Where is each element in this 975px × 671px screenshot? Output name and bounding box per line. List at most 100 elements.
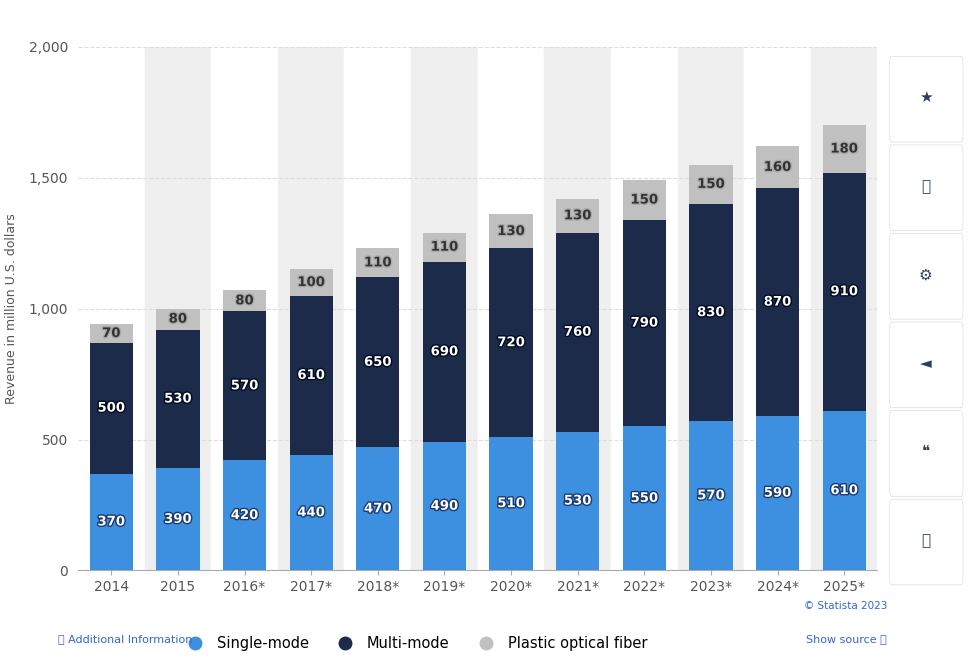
- Text: ⚙️: ⚙️: [919, 267, 933, 282]
- Bar: [278, 47, 344, 570]
- Bar: [623, 219, 666, 427]
- Bar: [423, 262, 466, 442]
- Text: 570: 570: [697, 489, 724, 503]
- Text: 440: 440: [297, 507, 325, 519]
- Text: 590: 590: [763, 486, 792, 500]
- Text: 610: 610: [831, 484, 858, 497]
- Bar: [744, 47, 811, 570]
- Text: 130: 130: [564, 209, 592, 222]
- FancyBboxPatch shape: [889, 234, 963, 319]
- Text: 180: 180: [831, 142, 858, 156]
- Text: 720: 720: [497, 336, 525, 349]
- Text: 570: 570: [231, 379, 258, 393]
- Text: 390: 390: [164, 513, 192, 526]
- Text: ◄: ◄: [920, 356, 932, 371]
- Bar: [223, 460, 266, 570]
- Text: 80: 80: [169, 313, 187, 325]
- Text: 530: 530: [164, 393, 192, 405]
- Bar: [611, 47, 678, 570]
- Bar: [823, 125, 866, 172]
- Text: 160: 160: [763, 161, 792, 174]
- FancyBboxPatch shape: [889, 56, 963, 142]
- Bar: [556, 199, 600, 233]
- Text: 530: 530: [564, 495, 592, 507]
- Bar: [756, 146, 799, 189]
- Text: © Statista 2023: © Statista 2023: [803, 601, 887, 611]
- Text: 500: 500: [98, 402, 125, 415]
- Bar: [156, 468, 200, 570]
- Bar: [756, 189, 799, 416]
- Text: ⓘ Additional Information: ⓘ Additional Information: [58, 634, 193, 644]
- Bar: [623, 427, 666, 570]
- Bar: [90, 474, 133, 570]
- Bar: [344, 47, 411, 570]
- FancyBboxPatch shape: [889, 145, 963, 231]
- Bar: [423, 442, 466, 570]
- Bar: [212, 47, 278, 570]
- Text: 130: 130: [497, 225, 525, 238]
- Text: 610: 610: [297, 369, 325, 382]
- Text: 110: 110: [431, 241, 458, 254]
- Bar: [90, 324, 133, 343]
- Text: 150: 150: [697, 178, 724, 191]
- Bar: [290, 295, 332, 455]
- Text: 490: 490: [431, 500, 458, 513]
- Text: 470: 470: [364, 503, 392, 515]
- Bar: [689, 421, 732, 570]
- Bar: [156, 329, 200, 468]
- Text: 🔔: 🔔: [921, 178, 931, 194]
- Bar: [489, 215, 532, 248]
- Bar: [823, 172, 866, 411]
- Bar: [489, 437, 532, 570]
- Bar: [156, 309, 200, 329]
- Bar: [756, 416, 799, 570]
- Text: 70: 70: [102, 327, 121, 340]
- Bar: [689, 165, 732, 204]
- Bar: [678, 47, 744, 570]
- Text: ❝: ❝: [922, 444, 930, 460]
- Text: 790: 790: [631, 317, 658, 329]
- Text: 510: 510: [497, 497, 525, 510]
- Bar: [290, 455, 332, 570]
- Bar: [823, 411, 866, 570]
- Text: 100: 100: [297, 276, 325, 289]
- Bar: [356, 248, 400, 277]
- Bar: [544, 47, 611, 570]
- Text: ★: ★: [919, 90, 933, 105]
- Bar: [556, 431, 600, 570]
- Text: 80: 80: [235, 295, 254, 307]
- Text: 550: 550: [631, 492, 658, 505]
- Text: 110: 110: [364, 256, 392, 269]
- Bar: [556, 233, 600, 431]
- Bar: [423, 233, 466, 262]
- Bar: [623, 180, 666, 219]
- Text: 650: 650: [364, 356, 392, 369]
- Text: Show source ⓘ: Show source ⓘ: [806, 634, 887, 644]
- Text: 760: 760: [564, 325, 592, 339]
- Bar: [223, 291, 266, 311]
- Bar: [489, 248, 532, 437]
- Text: 870: 870: [763, 296, 792, 309]
- Text: 150: 150: [631, 193, 658, 207]
- Text: 910: 910: [831, 285, 858, 298]
- Bar: [144, 47, 212, 570]
- Text: 🖨️: 🖨️: [921, 533, 931, 548]
- Bar: [90, 343, 133, 474]
- FancyBboxPatch shape: [889, 499, 963, 585]
- Bar: [356, 277, 400, 448]
- Text: 830: 830: [697, 306, 724, 319]
- Text: 420: 420: [231, 509, 258, 522]
- Bar: [811, 47, 878, 570]
- Bar: [78, 47, 144, 570]
- FancyBboxPatch shape: [889, 322, 963, 408]
- FancyBboxPatch shape: [889, 411, 963, 497]
- Text: 690: 690: [431, 346, 458, 358]
- Text: 370: 370: [98, 515, 125, 529]
- Legend: Single-mode, Multi-mode, Plastic optical fiber: Single-mode, Multi-mode, Plastic optical…: [175, 631, 653, 658]
- Bar: [689, 204, 732, 421]
- Bar: [478, 47, 544, 570]
- Bar: [223, 311, 266, 460]
- Y-axis label: Revenue in million U.S. dollars: Revenue in million U.S. dollars: [5, 213, 18, 404]
- Bar: [356, 448, 400, 570]
- Bar: [411, 47, 478, 570]
